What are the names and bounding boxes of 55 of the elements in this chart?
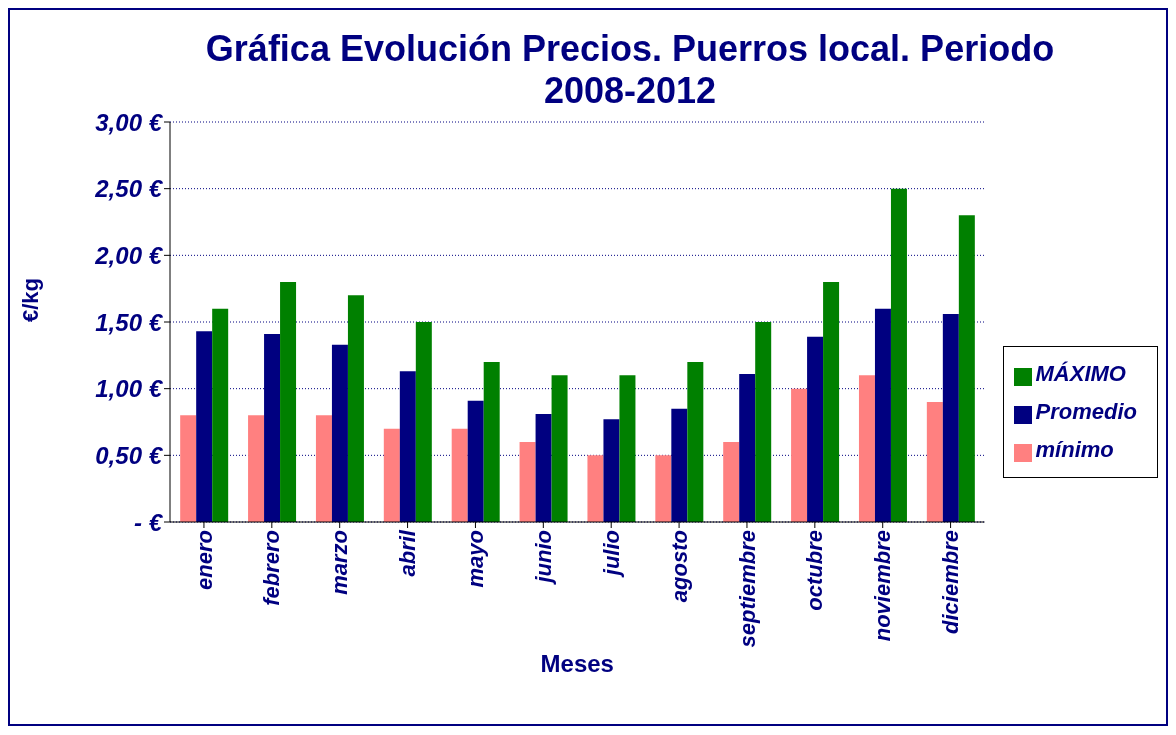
y-tick-label: 2,00 € [94,241,164,269]
bar [180,415,197,522]
bar [483,362,500,522]
bar [791,388,808,522]
bar [280,282,297,522]
bar [890,188,907,522]
legend-label: MÁXIMO [1035,361,1126,386]
bar [315,415,332,522]
x-tick-label: septiembre [734,530,760,648]
bar [958,215,975,522]
bar [551,375,568,522]
y-tick-label: 3,00 € [95,108,164,136]
x-tick-label: febrero [259,530,285,606]
bar [212,308,229,522]
x-tick-label: octubre [802,530,828,611]
bar [619,375,636,522]
x-axis-title: Meses [540,650,614,677]
bar [587,455,604,522]
y-tick-label: - € [133,508,164,536]
x-tick-label: marzo [327,530,353,595]
bar [755,322,772,522]
legend-label: mínimo [1035,437,1114,462]
bar [535,414,552,522]
bar [347,295,364,522]
legend-label: Promedio [1035,399,1137,424]
x-tick-label: diciembre [938,530,964,634]
x-tick-label: mayo [463,530,489,588]
x-tick-label: junio [530,530,556,586]
bar [467,400,484,522]
bar [415,322,432,522]
bar [858,375,875,522]
x-tick-label: abril [395,529,421,577]
bar [926,402,943,522]
bar [671,408,688,522]
y-tick-label: 1,00 € [95,375,164,403]
chart-title: Gráfica Evolución Precios. Puerros local. Periodo 2008-2012 [204,28,1056,112]
bar [723,442,740,522]
bar [331,344,348,522]
x-tick-label: julio [598,530,624,579]
bar [655,455,672,522]
bar [451,428,468,522]
y-tick-label: 1,50 € [95,308,164,336]
y-tick-label: 2,50 € [94,175,164,203]
y-tick-label: 0,50 € [95,441,164,469]
x-tick-label: enero [191,530,217,590]
x-tick-label: agosto [666,530,692,603]
bar [687,362,704,522]
bar [603,419,620,522]
bar [874,308,891,522]
bar [248,415,265,522]
bar [383,428,400,522]
x-tick-label: noviembre [870,530,896,642]
y-axis-title: €/kg [17,277,43,322]
bar [823,282,840,522]
bar [519,442,536,522]
